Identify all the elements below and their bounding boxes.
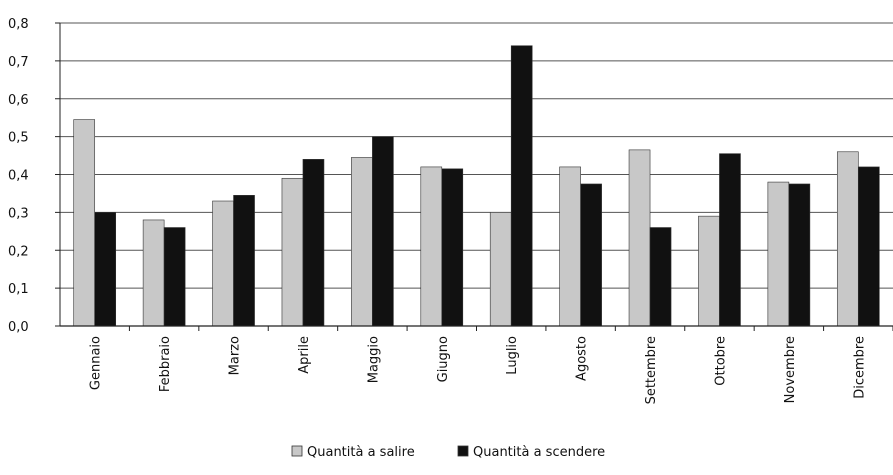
legend-swatch-salire — [291, 445, 303, 457]
bar-scendere-ottobre — [719, 153, 741, 327]
x-category-label: Ottobre — [713, 336, 728, 386]
x-category-label: Gennaio — [89, 336, 104, 390]
y-tick-labels: 0,0 0,1 0,2 0,3 0,4 0,5 0,6 0,7 0,8 — [8, 17, 29, 335]
bar-scendere-febbraio — [163, 227, 186, 327]
y-tick-label: 0,0 — [8, 320, 29, 335]
bar-salire-agosto — [559, 166, 581, 327]
x-category-label: Marzo — [228, 336, 243, 375]
bar-salire-novembre — [767, 181, 790, 327]
bar-salire-ottobre — [698, 215, 720, 327]
y-tick-label: 0,6 — [8, 93, 29, 108]
x-category-label: Luglio — [505, 336, 520, 375]
bar-scendere-aprile — [302, 159, 325, 327]
gridlines — [60, 22, 893, 289]
bars — [73, 45, 880, 327]
bar-scendere-dicembre — [857, 166, 880, 327]
y-tick-label: 0,4 — [8, 169, 29, 184]
bar-salire-dicembre — [836, 151, 859, 327]
bar-salire-marzo — [212, 200, 234, 327]
bar-salire-giugno — [420, 166, 443, 327]
bar-salire-febbraio — [142, 219, 165, 327]
x-category-label: Maggio — [366, 336, 381, 383]
x-category-label: Dicembre — [852, 336, 867, 399]
bar-salire-gennaio — [73, 119, 96, 327]
bar-salire-luglio — [489, 212, 512, 327]
bar-scendere-gennaio — [94, 212, 117, 327]
x-category-label: Giugno — [436, 336, 451, 382]
bar-scendere-novembre — [788, 183, 811, 327]
legend-label-scendere: Quantità a scendere — [473, 445, 605, 460]
bar-salire-settembre — [628, 149, 651, 327]
bar-scendere-giugno — [441, 168, 464, 327]
x-category-label: Agosto — [575, 336, 590, 381]
y-tick-label: 0,1 — [8, 282, 29, 297]
y-tick-label: 0,2 — [8, 244, 29, 259]
legend: Quantità a salire Quantità a scendere — [291, 445, 605, 460]
x-category-label: Aprile — [297, 336, 312, 374]
bar-scendere-settembre — [649, 227, 672, 327]
bar-salire-aprile — [281, 177, 304, 327]
legend-label-salire: Quantità a salire — [307, 445, 415, 460]
bar-scendere-marzo — [233, 195, 255, 327]
y-tick-label: 0,5 — [8, 131, 29, 146]
bar-scendere-luglio — [510, 45, 533, 327]
x-category-labels: Gennaio Febbraio Marzo Aprile Maggio Giugno Lu… — [89, 336, 868, 404]
y-tick-label: 0,3 — [8, 206, 29, 221]
x-category-label: Febbraio — [158, 336, 173, 392]
y-tick-label: 0,7 — [8, 55, 29, 70]
bar-salire-maggio — [351, 157, 373, 327]
bar-scendere-agosto — [580, 183, 602, 327]
axes — [55, 22, 893, 331]
bar-scendere-maggio — [372, 136, 394, 327]
x-category-label: Settembre — [644, 336, 659, 404]
x-category-label: Novembre — [783, 336, 798, 403]
legend-swatch-scendere — [457, 445, 469, 457]
y-tick-label: 0,8 — [8, 17, 29, 32]
